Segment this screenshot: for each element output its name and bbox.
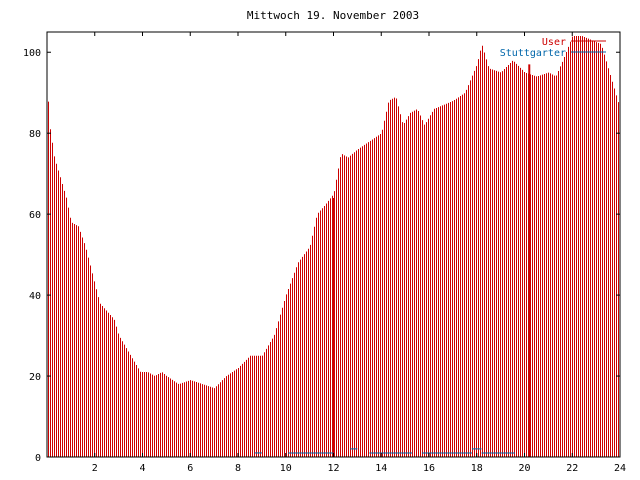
y-tick-label: 20 xyxy=(29,372,41,383)
y-tick-label: 100 xyxy=(23,48,41,59)
stuttgarter-series xyxy=(254,448,515,454)
x-tick-label: 22 xyxy=(566,463,578,474)
y-tick-label: 60 xyxy=(29,210,41,221)
legend-label-stuttgarter: Stuttgarter xyxy=(500,48,566,59)
y-tick-label: 0 xyxy=(35,453,41,464)
y-axis-ticks: 0 20 40 60 80 100 xyxy=(23,48,620,464)
x-tick-label: 10 xyxy=(280,463,292,474)
user-series xyxy=(48,36,619,457)
y-tick-label: 40 xyxy=(29,291,41,302)
x-tick-label: 20 xyxy=(518,463,530,474)
x-tick-label: 16 xyxy=(423,463,435,474)
chart-title: Mittwoch 19. November 2003 xyxy=(247,9,419,22)
x-tick-label: 24 xyxy=(614,463,626,474)
legend-label-user: User xyxy=(542,37,566,48)
legend: User Stuttgarter xyxy=(500,37,606,59)
x-axis-ticks: 2 4 6 8 10 12 14 16 18 20 22 24 xyxy=(92,32,626,474)
x-tick-label: 8 xyxy=(235,463,241,474)
x-tick-label: 18 xyxy=(471,463,483,474)
x-tick-label: 2 xyxy=(92,463,98,474)
y-tick-label: 80 xyxy=(29,129,41,140)
x-tick-label: 12 xyxy=(327,463,339,474)
x-tick-label: 14 xyxy=(375,463,387,474)
x-tick-label: 4 xyxy=(139,463,145,474)
x-tick-label: 6 xyxy=(187,463,193,474)
